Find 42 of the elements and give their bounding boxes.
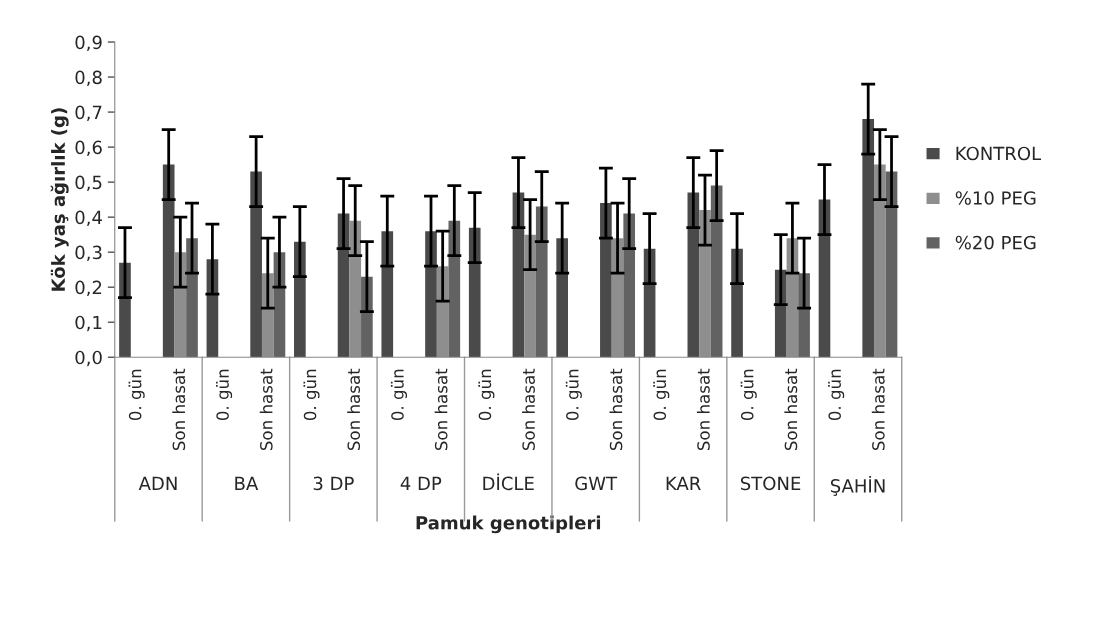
x-tick-label: Son hasat (259, 368, 273, 451)
text: GWT (575, 476, 618, 491)
legend-label: %10 PEG (955, 191, 1036, 205)
y-tick-label: 0,3 (75, 245, 102, 262)
x-tick-label: Son hasat (871, 368, 885, 451)
x-tick-label: 0. gün (740, 369, 757, 421)
text: ŞAHİN (830, 475, 885, 496)
x-tick-label: 0. gün (828, 369, 845, 421)
x-tick-label: Son hasat (522, 368, 535, 451)
y-tick-label: 0,2 (75, 280, 102, 297)
x-tick-label: 0. gün (303, 369, 320, 421)
x-tick-label: 0. gün (478, 369, 495, 421)
y-tick-label: 0,5 (75, 175, 102, 192)
x-tick-label: 0. gün (216, 369, 233, 421)
text: KAR (666, 476, 701, 490)
text: STONE (740, 476, 801, 491)
x-tick-label: Son hasat (784, 368, 798, 451)
x-axis-title: Pamuk genotipleri (416, 515, 601, 534)
x-tick-label: 0. gün (390, 369, 408, 421)
y-tick-label: 0,9 (75, 35, 102, 51)
text: ADN (138, 476, 177, 490)
x-tick-label: Son hasat (347, 368, 361, 451)
y-tick-label: 0,6 (75, 140, 102, 157)
legend-label: KONTROL (956, 146, 1042, 161)
text: 4 DP (400, 476, 442, 490)
x-tick-label: Son hasat (609, 368, 623, 451)
legend-label: %20 PEG (955, 235, 1036, 250)
y-tick-label: 0,8 (75, 70, 102, 86)
x-tick-label: 0. gün (128, 369, 145, 421)
y-tick-label: 0,7 (75, 105, 102, 122)
text: BA (235, 476, 259, 490)
y-tick-label: 0,0 (75, 350, 102, 367)
text: DİCLE (483, 473, 534, 491)
y-tick-label: 0,4 (75, 210, 102, 227)
x-tick-label: Son hasat (696, 368, 710, 451)
x-tick-label: 0. gün (653, 369, 670, 421)
x-tick-label: Son hasat (172, 368, 186, 451)
y-axis-title: Kök yaş ağırlık (g) (50, 108, 69, 291)
x-tick-label: Son hasat (434, 368, 448, 451)
y-tick-label: 0,1 (75, 315, 102, 332)
text: 3 DP (313, 476, 354, 491)
x-tick-label: 0. gün (565, 369, 582, 421)
